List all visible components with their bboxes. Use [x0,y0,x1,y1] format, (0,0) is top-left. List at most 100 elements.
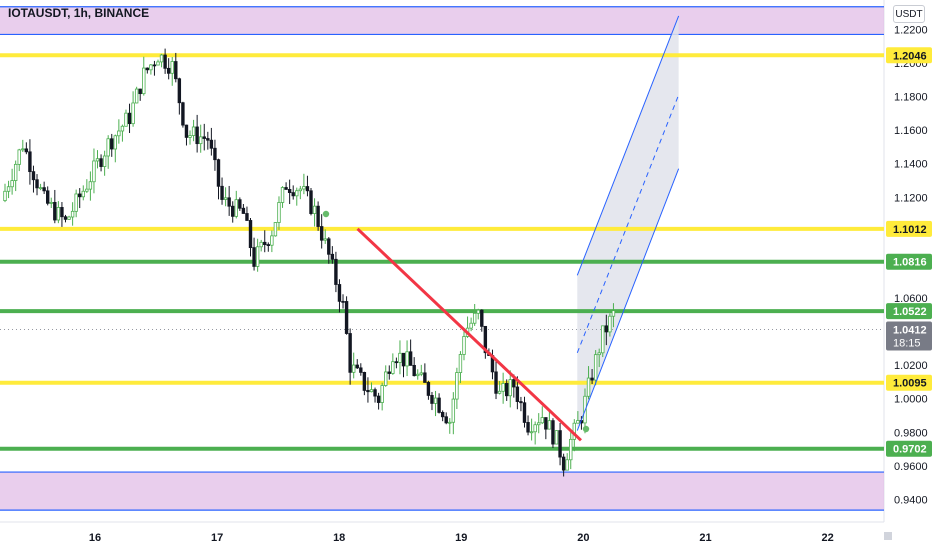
candle-body [227,197,231,207]
candle-body [266,244,271,246]
candle-body [120,125,125,132]
current-price-badge[interactable] [886,321,932,351]
level-badge-label: 1.1012 [893,224,927,236]
candle-body [448,421,452,424]
candle-body [248,220,253,249]
candle-body [590,377,594,381]
candle-body [362,371,367,391]
level-badge-2[interactable] [886,253,932,270]
y-tick-label: 1.0200 [894,360,928,372]
candle-body [576,420,580,424]
candle-body [497,390,502,394]
candle-body [529,431,534,434]
candle-body [508,379,512,397]
candle-body [501,383,505,392]
candle-body [519,401,523,404]
candle-body [202,136,206,139]
candle-body [547,420,552,430]
channel-middle-line[interactable] [576,94,680,354]
trendline[interactable] [356,227,582,442]
y-tick-label: 0.9800 [894,427,928,439]
candle-body [88,181,93,190]
candle-body [106,138,110,157]
candle-body [398,352,402,363]
y-tick-label: 1.1600 [894,125,928,137]
x-tick-label: 21 [699,532,711,544]
candle-body [159,54,164,63]
candle-body [433,397,438,404]
candle-body [181,102,185,126]
candle-body [31,171,36,181]
candle-body [113,135,118,150]
level-badge-5[interactable] [886,440,932,457]
level-badge-0[interactable] [886,47,932,64]
candle-body [10,180,14,188]
candle-body [21,148,25,151]
candle-body [472,312,477,324]
candle-body [78,193,82,198]
candle-body [391,361,395,374]
candle-body [569,438,573,461]
symbol-title[interactable]: IOTAUSDT, 1h, BINANCE [8,6,150,20]
level-badge-label: 1.0095 [893,378,927,390]
settings-icon[interactable] [884,532,892,540]
candle-body [608,315,612,333]
candle-body [191,126,196,136]
y-tick-label: 0.9600 [894,461,928,473]
y-tick-label: 1.1800 [894,92,928,104]
candle-body [341,300,345,303]
zone-0[interactable] [0,6,884,35]
candle-body [170,61,174,74]
level-badge-3[interactable] [886,303,932,320]
level-badge-4[interactable] [886,374,932,391]
channel-upper-line[interactable] [576,15,680,276]
candle-body [462,336,466,355]
candle-body [255,246,260,267]
candle-body [277,202,281,223]
candle-body [149,64,153,71]
candle-body [430,395,434,404]
candle-body [138,88,142,95]
candle-body [124,112,128,127]
channel-lower-line[interactable] [576,168,680,431]
candle-body [45,190,50,204]
x-tick-label: 22 [821,532,833,544]
candle-body [99,158,103,167]
candle-body [174,61,178,80]
candle-body [74,193,78,212]
candle-body [198,136,203,145]
candle-body [56,207,61,221]
candle-body [412,364,416,377]
candle-body [28,151,32,173]
candle-body [234,199,238,217]
zone-1[interactable] [0,472,884,511]
candle-body [376,395,381,403]
candle-body [291,192,295,197]
candle-body [156,61,160,66]
candle-body [152,64,157,67]
currency-label[interactable]: USDT [893,5,925,23]
candle-body [426,382,431,396]
candle-body [127,112,132,125]
level-badge-1[interactable] [886,220,932,237]
candle-body [458,354,463,373]
candle-body [117,130,121,137]
candle-body [526,422,530,433]
candle-body [554,430,559,445]
candle-body [287,189,292,193]
x-tick-label: 17 [211,532,223,544]
candle-body [394,361,399,364]
candle-body [551,420,555,445]
candle-body [177,78,182,104]
candle-body [611,310,616,317]
candle-body [604,325,609,333]
candle-body [273,222,278,237]
candle-body [312,205,317,214]
candle-body [284,187,288,190]
candle-body [252,247,256,267]
candle-body [451,398,456,423]
candle-body [13,163,18,181]
